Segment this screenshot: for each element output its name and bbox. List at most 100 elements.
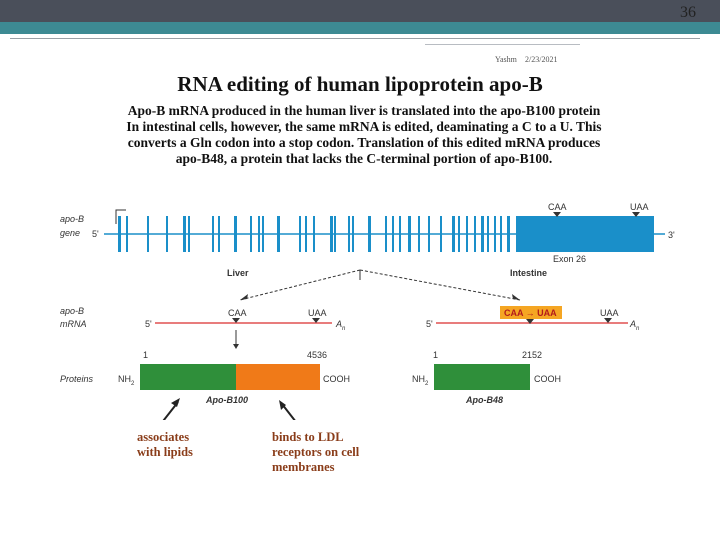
gene-caa-label: CAA [548,202,567,212]
gene-5prime: 5' [92,229,99,239]
description-line: apo-B48, a protein that lacks the C-term… [175,151,553,166]
gene-label-2: gene [60,228,80,238]
exon-bar [126,216,128,252]
gene-exons [104,216,665,252]
exon-bar [299,216,301,252]
header-rule-short [425,44,580,45]
b100-start: 1 [143,350,148,360]
exon-bar [352,216,354,252]
liver-caa-marker [232,318,240,323]
exon-bar [234,216,237,252]
ldl-pointer-arrow [281,403,296,420]
exon-label: Exon 26 [553,254,586,264]
top-bar-accent [0,22,720,34]
exon-bar [385,216,387,252]
b100-shared-domain [140,364,236,390]
transcription-start-arrow [115,209,126,224]
exon-bar [458,216,460,252]
exon-bar [305,216,307,252]
b48-end: 2152 [522,350,542,360]
exon-bar [428,216,430,252]
liver-label: Liver [227,268,249,278]
exon-bar [408,216,411,252]
exon-bar [500,216,502,252]
b100-end: 4536 [307,350,327,360]
exon-26 [516,216,654,252]
liver-translation-arrowhead [233,344,239,349]
liver-arrowhead [240,294,248,300]
slide-title: RNA editing of human lipoprotein apo-B [177,72,543,96]
page-number: 36 [680,4,696,21]
ldl-note-line: membranes [272,460,335,474]
top-bar [0,0,720,22]
author-label: Yashm [495,55,517,64]
proteins-label: Proteins [60,374,94,384]
description-line: Apo-B mRNA produced in the human liver i… [127,103,601,118]
description: Apo-B mRNA produced in the human liver i… [64,103,664,167]
exon-bar [277,216,280,252]
exon-bar [330,216,333,252]
lipids-pointer-head [171,398,180,407]
edited-codon-marker [526,319,534,324]
exon-bar [166,216,168,252]
apo-b-editing-diagram: apo-B gene 5' 3' CAA UAA Exon 26 Liver I… [60,202,676,420]
intestine-uaa-marker [604,318,612,323]
exon-bar [313,216,315,252]
liver-caa-label: CAA [228,308,247,318]
exon-bar [399,216,401,252]
lipid-note-line: with lipids [137,445,193,459]
exon-bar [466,216,468,252]
description-line: converts a Gln codon into a stop codon. … [127,135,601,150]
b48-nh2: NH2 [412,374,429,387]
gene-label-1: apo-B [60,214,84,224]
exon-bar [118,216,121,252]
gene-uaa-label: UAA [630,202,649,212]
gene-caa-marker [553,212,561,217]
mrna-label-1: apo-B [60,306,84,316]
lipids-pointer-arrow [162,401,179,420]
exon-bar [474,216,476,252]
intestine-arrowhead [512,294,520,300]
exon-bar [440,216,442,252]
b100-c-terminal-domain [236,364,320,390]
lipid-note-line: associates [137,430,190,444]
liver-polya: An [335,319,346,332]
b48-name: Apo-B48 [465,395,503,405]
ldl-note-line: receptors on cell [272,445,360,459]
exon-bar [258,216,260,252]
exon-bar [334,216,336,252]
exon-bar [481,216,484,252]
exon-bar [392,216,394,252]
exon-bar [188,216,190,252]
b100-name: Apo-B100 [205,395,248,405]
liver-mrna-5prime: 5' [145,319,152,329]
b48-domain [434,364,530,390]
exon-bar [250,216,252,252]
ldl-note: binds to LDL receptors on cell membranes [272,430,359,475]
b48-start: 1 [433,350,438,360]
date-label: 2/23/2021 [525,55,558,64]
lipid-note: associates with lipids [137,430,193,460]
exon-bar [262,216,264,252]
intestine-polya: An [629,319,640,332]
intestine-label: Intestine [510,268,547,278]
exon-bar [487,216,489,252]
gene-3prime: 3' [668,230,675,240]
exon-bar [183,216,186,252]
b48-cooh: COOH [534,374,561,384]
mrna-label-2: mRNA [60,319,87,329]
exon-bar [218,216,220,252]
liver-uaa-label: UAA [308,308,327,318]
exon-bar [212,216,214,252]
exon-bar [147,216,149,252]
exon-bar [418,216,420,252]
liver-uaa-marker [312,318,320,323]
ldl-pointer-head [279,400,286,410]
b100-nh2: NH2 [118,374,135,387]
b100-cooh: COOH [323,374,350,384]
edit-highlight [500,306,562,319]
edited-codon-label: CAA → UAA [504,308,557,318]
ldl-note-line: binds to LDL [272,430,344,444]
exon-bar [452,216,455,252]
exon-bar [348,216,350,252]
